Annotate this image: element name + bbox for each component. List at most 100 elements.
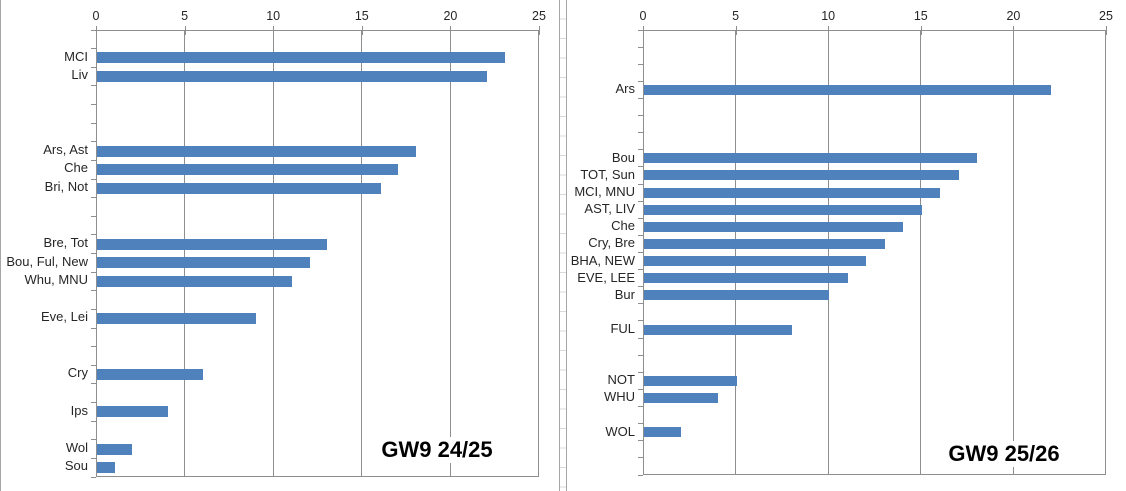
- y-axis-tick: [638, 354, 643, 356]
- category-label: Whu, MNU: [24, 272, 88, 288]
- x-tick-label: 10: [821, 9, 836, 23]
- bar: [644, 324, 792, 335]
- bar: [644, 221, 903, 232]
- bar: [644, 375, 737, 386]
- bar: [97, 257, 310, 269]
- x-gridline: [1012, 30, 1014, 475]
- category-label: Bou: [611, 149, 635, 165]
- bar: [97, 145, 416, 157]
- x-axis-tick: [361, 26, 363, 35]
- x-axis-tick: [96, 26, 97, 35]
- y-axis-tick: [91, 308, 96, 310]
- y-axis-tick: [638, 406, 643, 408]
- x-axis-tick: [735, 26, 737, 35]
- y-axis-tick: [638, 80, 643, 82]
- category-label: TOT, Sun: [580, 166, 635, 182]
- y-axis-tick: [638, 46, 643, 48]
- y-axis-tick: [638, 29, 643, 31]
- y-axis-tick: [638, 337, 643, 339]
- bar: [97, 238, 327, 250]
- y-axis-tick: [638, 217, 643, 219]
- y-axis-tick: [91, 215, 96, 217]
- y-axis-tick: [638, 320, 643, 322]
- category-label: Bre, Tot: [43, 234, 88, 250]
- chart1-left-border: [0, 0, 1, 491]
- bar: [97, 52, 505, 64]
- y-axis-tick: [91, 383, 96, 385]
- y-axis-tick: [91, 364, 96, 366]
- y-axis-tick: [91, 271, 96, 273]
- x-tick-label: 5: [181, 9, 189, 23]
- x-tick-label: 15: [913, 9, 928, 23]
- x-axis-tick: [828, 26, 830, 35]
- y-axis-tick: [638, 269, 643, 271]
- category-label: Cry, Bre: [588, 235, 635, 251]
- x-gridline: [272, 30, 274, 477]
- x-gridline: [920, 30, 922, 475]
- x-axis-tick: [643, 26, 644, 35]
- plot-area: [643, 30, 1106, 475]
- category-label: NOT: [607, 372, 635, 388]
- y-axis-tick: [91, 290, 96, 292]
- y-axis-tick: [638, 252, 643, 253]
- bar: [97, 164, 398, 176]
- category-label: Che: [64, 160, 88, 176]
- category-label: Bur: [614, 286, 635, 302]
- bar: [97, 369, 203, 381]
- x-axis-tick: [184, 26, 186, 35]
- bar: [644, 204, 922, 215]
- x-axis-tick: [1106, 26, 1107, 35]
- bar: [644, 84, 1051, 95]
- bar: [97, 406, 168, 418]
- category-label: EVE, LEE: [577, 269, 635, 285]
- x-tick-label: 25: [532, 9, 546, 23]
- y-axis-tick: [91, 141, 96, 143]
- category-label: WHU: [603, 389, 635, 405]
- y-axis-tick: [91, 29, 96, 31]
- y-axis-tick: [91, 327, 96, 329]
- bar: [97, 182, 381, 194]
- category-label: BHA, NEW: [570, 252, 635, 268]
- category-label: Sou: [64, 458, 88, 474]
- category-label: Liv: [71, 67, 88, 83]
- y-axis-tick: [91, 439, 96, 441]
- category-label: WOL: [605, 423, 635, 439]
- y-axis-tick: [638, 63, 643, 65]
- y-axis-tick: [638, 115, 643, 117]
- y-axis-tick: [638, 97, 643, 99]
- x-gridline: [361, 30, 363, 477]
- bar: [97, 462, 115, 474]
- bar: [644, 273, 848, 284]
- y-axis-tick: [638, 440, 643, 442]
- x-tick-label: 0: [92, 9, 100, 23]
- x-tick-label: 20: [443, 9, 458, 23]
- bar: [644, 187, 940, 198]
- x-tick-label: 20: [1006, 9, 1021, 23]
- bar: [97, 313, 256, 325]
- y-axis-tick: [91, 197, 96, 199]
- x-gridline: [449, 30, 451, 477]
- y-axis-tick: [91, 457, 96, 459]
- x-tick-label: 5: [732, 9, 740, 23]
- bar: [644, 170, 959, 181]
- x-tick-label: 25: [1099, 9, 1113, 23]
- bar: [644, 256, 866, 267]
- bar: [644, 153, 977, 164]
- category-label: Che: [611, 218, 635, 234]
- x-tick-label: 10: [266, 9, 281, 23]
- category-label: Wol: [65, 439, 88, 455]
- bar: [97, 443, 132, 455]
- y-axis-tick: [91, 159, 96, 161]
- chart-title: GW9 25/26: [941, 441, 1067, 467]
- y-axis-tick: [638, 474, 643, 476]
- category-label: AST, LIV: [584, 201, 635, 217]
- category-label: Ars, Ast: [43, 141, 88, 157]
- x-axis-tick: [539, 26, 540, 35]
- chart2-left-border: [566, 0, 567, 491]
- y-axis-tick: [638, 457, 643, 459]
- category-label: Bou, Ful, New: [6, 253, 88, 269]
- x-axis-tick: [920, 26, 922, 35]
- y-axis-tick: [91, 234, 96, 236]
